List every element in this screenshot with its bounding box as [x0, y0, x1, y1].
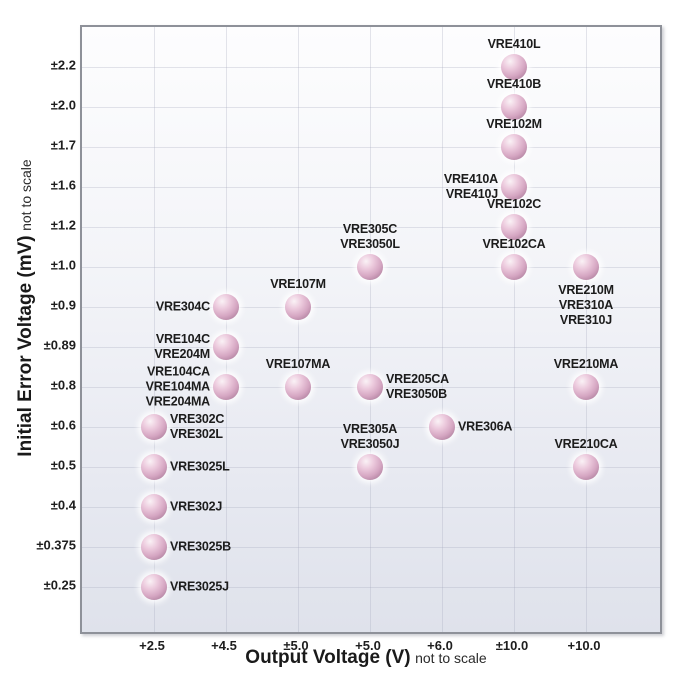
horizontal-gridline	[82, 347, 660, 348]
data-point	[285, 374, 311, 400]
data-point	[213, 294, 239, 320]
horizontal-gridline	[82, 67, 660, 68]
x-tick-label: ±5.0	[283, 638, 309, 653]
data-point-label: VRE410B	[486, 77, 542, 91]
y-tick-label: ±0.9	[50, 297, 76, 313]
data-point	[501, 54, 527, 80]
x-tick-label: +6.0	[427, 638, 453, 653]
data-point	[429, 414, 455, 440]
y-tick-label: ±0.6	[50, 417, 76, 433]
horizontal-gridline	[82, 307, 660, 308]
vertical-gridline	[298, 27, 299, 632]
x-tick-label: ±10.0	[495, 638, 529, 653]
y-axis-label: Initial Error Voltage (mV)	[15, 235, 36, 457]
x-tick-label: +10.0	[567, 638, 601, 653]
y-axis-label-suffix: not to scale	[18, 159, 34, 231]
horizontal-gridline	[82, 427, 660, 428]
data-point	[357, 454, 383, 480]
data-point-label: VRE302J	[170, 499, 223, 514]
data-point	[573, 254, 599, 280]
data-point-label: VRE3025J	[170, 579, 229, 594]
y-tick-label: ±1.2	[50, 217, 76, 233]
data-point-label: VRE306A	[458, 419, 513, 434]
x-axis-label: Output Voltage (V)	[245, 647, 411, 668]
horizontal-gridline	[82, 147, 660, 148]
data-point	[501, 94, 527, 120]
data-point	[501, 254, 527, 280]
data-point-label: VRE102M	[486, 117, 542, 131]
y-tick-label: ±2.2	[50, 57, 76, 73]
data-point	[357, 254, 383, 280]
y-axis-title: Initial Error Voltage (mV) not to scale	[15, 159, 37, 456]
data-point-label: VRE210M VRE310A VRE310J	[558, 283, 614, 327]
data-point	[213, 334, 239, 360]
x-tick-label: +5.0	[355, 638, 381, 653]
vertical-gridline	[226, 27, 227, 632]
vertical-gridline	[514, 27, 515, 632]
data-point-label: VRE305C VRE3050L	[340, 222, 400, 251]
data-point	[285, 294, 311, 320]
data-point	[141, 574, 167, 600]
y-tick-label: ±1.7	[50, 137, 76, 153]
x-axis-title: Output Voltage (V) not to scale	[245, 647, 486, 669]
data-point	[141, 454, 167, 480]
data-point-label: VRE107MA	[265, 357, 331, 371]
data-point	[501, 134, 527, 160]
data-point-label: VRE305A VRE3050J	[340, 422, 400, 451]
y-tick-label: ±0.8	[50, 377, 76, 393]
horizontal-gridline	[82, 547, 660, 548]
data-point-label: VRE205CA VRE3050B	[386, 372, 450, 401]
data-point-label: VRE410L	[487, 37, 541, 51]
x-tick-label: +4.5	[211, 638, 237, 653]
data-point	[141, 414, 167, 440]
data-point-label: VRE302C VRE302L	[170, 412, 225, 441]
y-tick-label: ±0.5	[50, 457, 76, 473]
horizontal-gridline	[82, 587, 660, 588]
y-tick-label: ±1.6	[50, 177, 76, 193]
data-point	[357, 374, 383, 400]
y-tick-label: ±0.25	[43, 577, 76, 593]
data-point	[501, 214, 527, 240]
data-point-label: VRE102C	[486, 197, 542, 211]
horizontal-gridline	[82, 187, 660, 188]
data-point-label: VRE210CA	[554, 437, 618, 451]
data-point-label: VRE3025L	[170, 459, 230, 474]
data-point-label: VRE210MA	[553, 357, 619, 371]
x-axis-label-suffix: not to scale	[415, 650, 487, 666]
y-tick-label: ±0.89	[43, 337, 76, 353]
data-point	[141, 534, 167, 560]
vertical-gridline	[442, 27, 443, 632]
y-tick-label: ±2.0	[50, 97, 76, 113]
x-tick-label: +2.5	[139, 638, 165, 653]
data-point-label: VRE102CA	[482, 237, 546, 251]
horizontal-gridline	[82, 227, 660, 228]
y-tick-label: ±0.375	[36, 537, 76, 553]
data-point	[573, 374, 599, 400]
horizontal-gridline	[82, 107, 660, 108]
data-point	[573, 454, 599, 480]
data-point	[501, 174, 527, 200]
data-point-label: VRE304C	[155, 299, 210, 314]
y-tick-label: ±0.4	[50, 497, 76, 513]
data-point-label: VRE410A VRE410J	[443, 172, 498, 201]
data-point-label: VRE107M	[270, 277, 326, 291]
horizontal-gridline	[82, 507, 660, 508]
y-tick-label: ±1.0	[50, 257, 76, 273]
data-point	[213, 374, 239, 400]
data-point-label: VRE104CA VRE104MA VRE204MA	[145, 364, 211, 409]
vertical-gridline	[154, 27, 155, 632]
data-point-label: VRE3025B	[170, 539, 231, 554]
data-point	[141, 494, 167, 520]
vertical-gridline	[370, 27, 371, 632]
plot-area: VRE410L VRE410B VRE102M VRE410A VRE410J VRE10…	[80, 25, 662, 634]
data-point-label: VRE104C VRE204M	[154, 332, 210, 361]
vertical-gridline	[586, 27, 587, 632]
